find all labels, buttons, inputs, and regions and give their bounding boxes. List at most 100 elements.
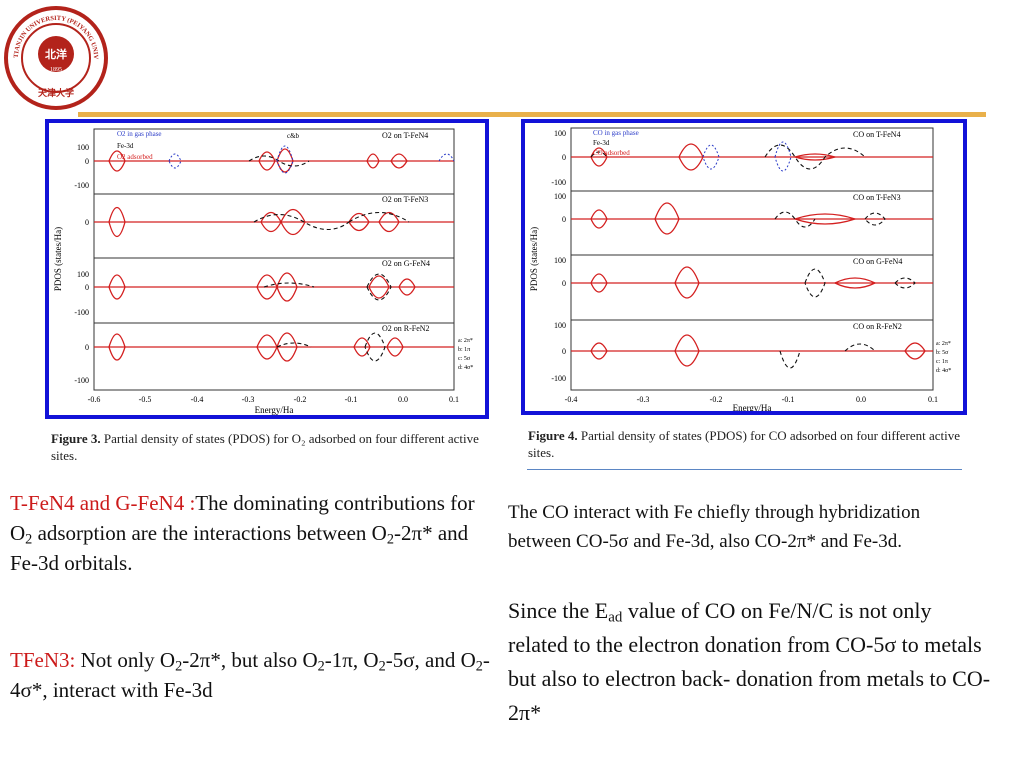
subscript: 2 [25,531,33,548]
figure-4-caption-label: Figure 4. [528,428,578,443]
x-axis-label: Energy/Ha [255,405,294,415]
figure-3-caption-label: Figure 3. [51,431,101,446]
text-run: -1π, O [324,648,379,672]
text-run: -2π*, but also O [182,648,318,672]
header-accent-bar [78,112,986,117]
key-entry: d: 4σ* [936,368,951,374]
x-tick-label: -0.1 [782,395,795,404]
key-entry: b: 1π [458,347,470,353]
x-tick-label: 0.1 [449,395,459,404]
text-run: -5σ, and O [385,648,476,672]
x-tick-label: -0.2 [294,395,307,404]
x-tick-label: -0.5 [139,395,152,404]
subscript: 2 [475,658,483,675]
y-tick-label: 0 [85,218,89,227]
y-axis-label: PDOS (states/Ha) [53,227,63,291]
y-tick-label: 100 [77,270,89,279]
panel-label: CO on G-FeN4 [853,257,902,266]
text-run: -2π* and Fe-3d orbitals. [10,521,469,575]
text-run: Not only O [75,648,176,672]
y-tick-label: 100 [554,256,566,265]
y-tick-label: -100 [74,376,89,385]
key-entry: d: 4σ* [458,365,473,371]
text-run: value of CO on Fe/N/C is not only relate… [508,598,991,725]
subscript: ad [608,609,623,626]
annotation-label: c&b [287,132,300,140]
paragraph-label: T-FeN4 and G-FeN4 : [10,491,196,515]
x-tick-label: -0.2 [710,395,723,404]
panel-label: O2 on T-FeN4 [382,131,428,140]
university-seal-icon: TIANJIN UNIVERSITY (PEIYANG UNIVERSITY) … [0,0,108,110]
figure-4-caption-text: Partial density of states (PDOS) for CO … [528,428,961,460]
key-entry: a: 2π* [458,338,473,344]
panel-label: CO on T-FeN3 [853,193,901,202]
y-tick-label: -100 [551,178,566,187]
key-entry: a: 2π* [936,341,951,347]
x-tick-label: -0.1 [345,395,358,404]
y-tick-label: 0 [85,343,89,352]
figure-4-pdos-plot: 100 0 -100 100 0 100 0 100 0 -100 -0.4 -… [529,127,951,413]
x-tick-label: -0.3 [637,395,650,404]
left-paragraph-2: TFeN3: Not only O2-2π*, but also O2-1π, … [10,645,496,705]
y-tick-label: 100 [554,321,566,330]
y-tick-label: 0 [85,283,89,292]
caption-underline [527,469,962,470]
logo-chinese-name: 天津大学 [38,87,74,98]
left-paragraph-1: T-FeN4 and G-FeN4 :The dominating contri… [10,488,496,578]
x-tick-label: 0.0 [856,395,866,404]
logo-seal-text: 北洋 [45,47,67,61]
y-tick-label: 0 [562,153,566,162]
subscript: 2 [175,658,183,675]
y-tick-label: 0 [562,347,566,356]
legend-entry: Fe-3d [593,139,610,147]
y-tick-label: -100 [74,308,89,317]
y-tick-label: 0 [562,215,566,224]
text-run: -4σ*, interact with Fe-3d [10,648,490,702]
panel-label: O2 on G-FeN4 [382,259,430,268]
y-tick-label: -100 [551,374,566,383]
figure-3-caption: Figure 3. Partial density of states (PDO… [51,430,491,464]
x-tick-label: 0.0 [398,395,408,404]
figure-3-caption-text: Partial density of states (PDOS) for O₂ … [51,431,479,463]
panel-label: O2 on T-FeN3 [382,195,428,204]
university-logo: TIANJIN UNIVERSITY (PEIYANG UNIVERSITY) … [0,0,110,112]
y-tick-label: 0 [562,279,566,288]
legend-entry: O2 in gas phase [117,130,162,138]
legend-entry: CO in gas phase [593,129,639,137]
right-paragraph-2: Since the Ead value of CO on Fe/N/C is n… [508,594,994,730]
x-tick-label: -0.3 [242,395,255,404]
x-tick-label: -0.4 [565,395,578,404]
subscript: 2 [386,531,394,548]
y-tick-label: 0 [85,157,89,166]
text-run: The dominating contributions for O [10,491,475,545]
panel-label: CO on T-FeN4 [853,130,901,139]
logo-year: 1895 [50,67,62,73]
text-run: Since the E [508,598,609,623]
key-entry: c: 5σ [458,356,471,362]
y-tick-label: -100 [74,181,89,190]
subscript: 2 [317,658,325,675]
x-tick-label: 0.1 [928,395,938,404]
x-axis-label: Energy/Ha [733,403,772,411]
legend-entry: Fe-3d [117,142,134,150]
key-entry: c: 1π [936,359,948,365]
paragraph-label: TFeN3: [10,648,76,672]
right-paragraph-1: The CO interact with Fe chiefly through … [508,502,921,552]
y-tick-label: 100 [554,129,566,138]
legend-entry: O2 adsorbed [117,153,153,161]
figure-4-caption: Figure 4. Partial density of states (PDO… [528,427,968,461]
figure-3-frame: 100 0 -100 0 100 0 -100 0 -100 -0.6 -0.5… [45,119,489,419]
panel-label: O2 on R-FeN2 [382,324,430,333]
x-tick-label: -0.4 [191,395,204,404]
text-run: adsorption are the interactions between … [32,521,387,545]
figure-4-frame: 100 0 -100 100 0 100 0 100 0 -100 -0.4 -… [521,119,967,415]
y-tick-label: 100 [77,143,89,152]
legend-entry: CO adsorbed [593,149,630,157]
x-tick-label: -0.6 [88,395,101,404]
figure-3-pdos-plot: 100 0 -100 0 100 0 -100 0 -100 -0.6 -0.5… [53,128,473,415]
subscript: 2 [378,658,386,675]
panel-label: CO on R-FeN2 [853,322,902,331]
y-axis-label: PDOS (states/Ha) [529,227,539,291]
y-tick-label: 100 [554,192,566,201]
key-entry: b: 5σ [936,350,949,356]
